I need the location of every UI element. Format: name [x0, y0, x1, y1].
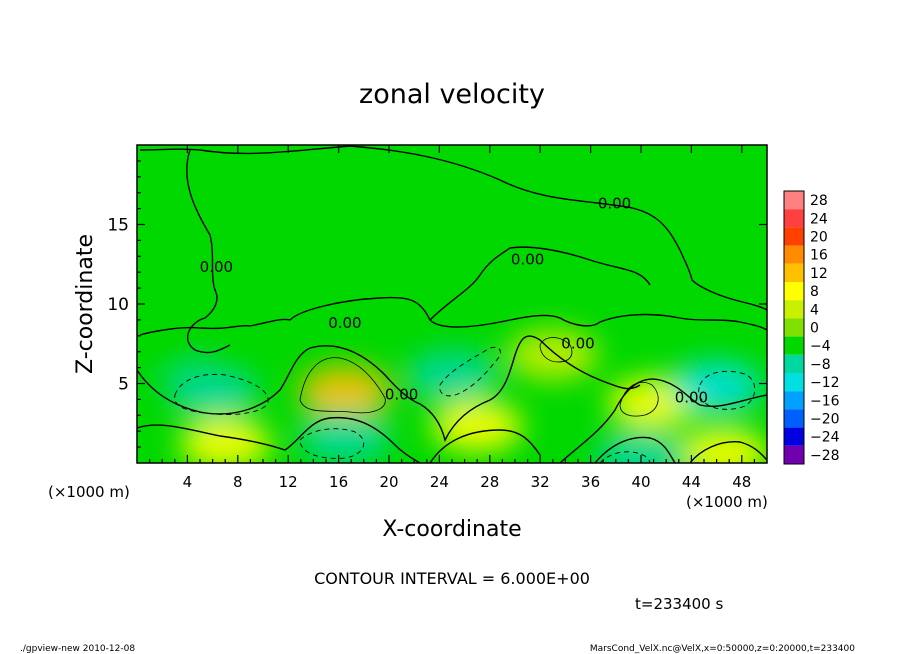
contour-lines — [137, 145, 767, 463]
colorbar-swatch-14 — [784, 445, 804, 464]
colorbar-swatch-3 — [784, 245, 804, 264]
x-tick-label-5: 24 — [430, 473, 449, 491]
contour-label-1: 0.00 — [511, 250, 544, 268]
colorbar-swatch-9 — [784, 354, 804, 373]
colorbar-label-1: 24 — [810, 211, 828, 227]
colorbar-swatch-5 — [784, 282, 804, 301]
x-tick-label-9: 40 — [631, 473, 650, 491]
x-axis-label: X-coordinate — [382, 517, 521, 542]
x-tick-label-11: 48 — [732, 473, 751, 491]
x-tick-label-6: 28 — [480, 473, 499, 491]
y-axis-label: Z-coordinate — [73, 234, 98, 374]
colorbar-label-6: 4 — [810, 302, 819, 318]
x-tick-label-7: 32 — [531, 473, 550, 491]
contour-label-5: 0.00 — [561, 335, 594, 353]
footer-right: MarsCond_VelX.nc@VelX,x=0:50000,z=0:2000… — [590, 644, 855, 654]
colorbar-swatch-2 — [784, 227, 804, 246]
field-extremum-7 — [298, 411, 391, 463]
field-extremum-6 — [166, 365, 259, 418]
colorbar-swatch-4 — [784, 263, 804, 282]
colorbar-label-11: −16 — [810, 393, 840, 409]
field-extremum-0 — [298, 365, 391, 418]
field-extremum-3 — [431, 400, 524, 453]
x-tick-label-8: 36 — [581, 473, 600, 491]
colorbar-label-5: 8 — [810, 284, 819, 300]
contour-label-0: 0.00 — [598, 195, 631, 213]
colorbar-label-2: 20 — [810, 230, 828, 246]
zero-contour-lower-2 — [137, 416, 421, 463]
colorbar-swatch-6 — [784, 300, 804, 319]
footer-left: ./gpview-new 2010-12-08 — [20, 644, 135, 654]
field-extremum-10 — [595, 430, 687, 463]
x-unit-left: (×1000 m) — [48, 483, 130, 501]
colorbar-swatch-11 — [784, 391, 804, 410]
colorbar-label-7: 0 — [810, 321, 819, 337]
zero-contour-middle-upper — [429, 246, 651, 321]
colorbar-label-3: 16 — [810, 248, 828, 264]
colorbar-label-14: −28 — [810, 448, 840, 464]
x-unit-right: (×1000 m) — [686, 493, 768, 511]
y-tick-label-2: 15 — [107, 216, 129, 236]
y-tick-label-0: 5 — [118, 375, 129, 395]
colorbar-label-9: −8 — [810, 357, 831, 373]
time-label: t=233400 s — [635, 595, 723, 613]
colorbar-label-4: 12 — [810, 266, 828, 282]
colorbar-label-12: −20 — [810, 412, 840, 428]
x-tick-label-0: 4 — [183, 473, 193, 491]
contour-label-2: 0.00 — [328, 314, 361, 332]
colorbar-label-13: −24 — [810, 430, 840, 446]
colorbar-label-0: 28 — [810, 193, 828, 209]
zero-contour-lower-4 — [594, 436, 767, 463]
contour-labels: 0.00 0.00 0.00 0.00 0.00 0.00 0.00 — [200, 195, 708, 407]
colorbar-swatch-10 — [784, 373, 804, 392]
contour-interval: CONTOUR INTERVAL = 6.000E+00 — [314, 569, 590, 588]
axis-ticks — [137, 145, 767, 463]
zero-contour-lower-3 — [429, 378, 767, 463]
contour-label-3: 0.00 — [200, 258, 233, 276]
field-extremum-11 — [137, 325, 209, 378]
zero-contour-lower-1 — [137, 335, 641, 443]
x-tick-label-10: 44 — [682, 473, 701, 491]
x-tick-label-2: 12 — [279, 473, 298, 491]
colorbar-label-8: −4 — [810, 339, 831, 355]
field-extremum-9 — [670, 360, 763, 413]
colorbar-swatch-0 — [784, 191, 804, 210]
colorbar-frame — [783, 190, 805, 465]
zero-contour-upper — [139, 145, 767, 336]
chart-title: zonal velocity — [359, 79, 545, 110]
x-tick-label-4: 20 — [379, 473, 398, 491]
colorbar-label-10: −12 — [810, 375, 840, 391]
contour-label-6: 0.00 — [675, 389, 708, 407]
field-extremum-8 — [406, 349, 498, 402]
zero-contour-left-lobe — [186, 149, 231, 354]
colorbar-swatch-12 — [784, 409, 804, 428]
contour-label-4: 0.00 — [385, 385, 418, 403]
plot-area: 0.00 0.00 0.00 0.00 0.00 0.00 0.00 — [137, 145, 767, 463]
field-extremum-5 — [676, 427, 767, 463]
contour-negative-6 — [174, 346, 756, 463]
colorbar-swatch-8 — [784, 336, 804, 355]
colorbar-swatch-13 — [784, 427, 804, 446]
contour-positive-6 — [299, 337, 659, 417]
x-tick-label-3: 16 — [329, 473, 348, 491]
colorbar-swatch-7 — [784, 318, 804, 337]
colorbar: 28 24 20 16 12 8 4 0 −4 −8 −12 −16 −20 −24 −28 — [783, 190, 840, 465]
field-extremum-1 — [179, 417, 272, 463]
x-tick-label-1: 8 — [233, 473, 243, 491]
colorbar-swatch-1 — [784, 209, 804, 228]
y-tick-label-1: 10 — [107, 295, 129, 315]
